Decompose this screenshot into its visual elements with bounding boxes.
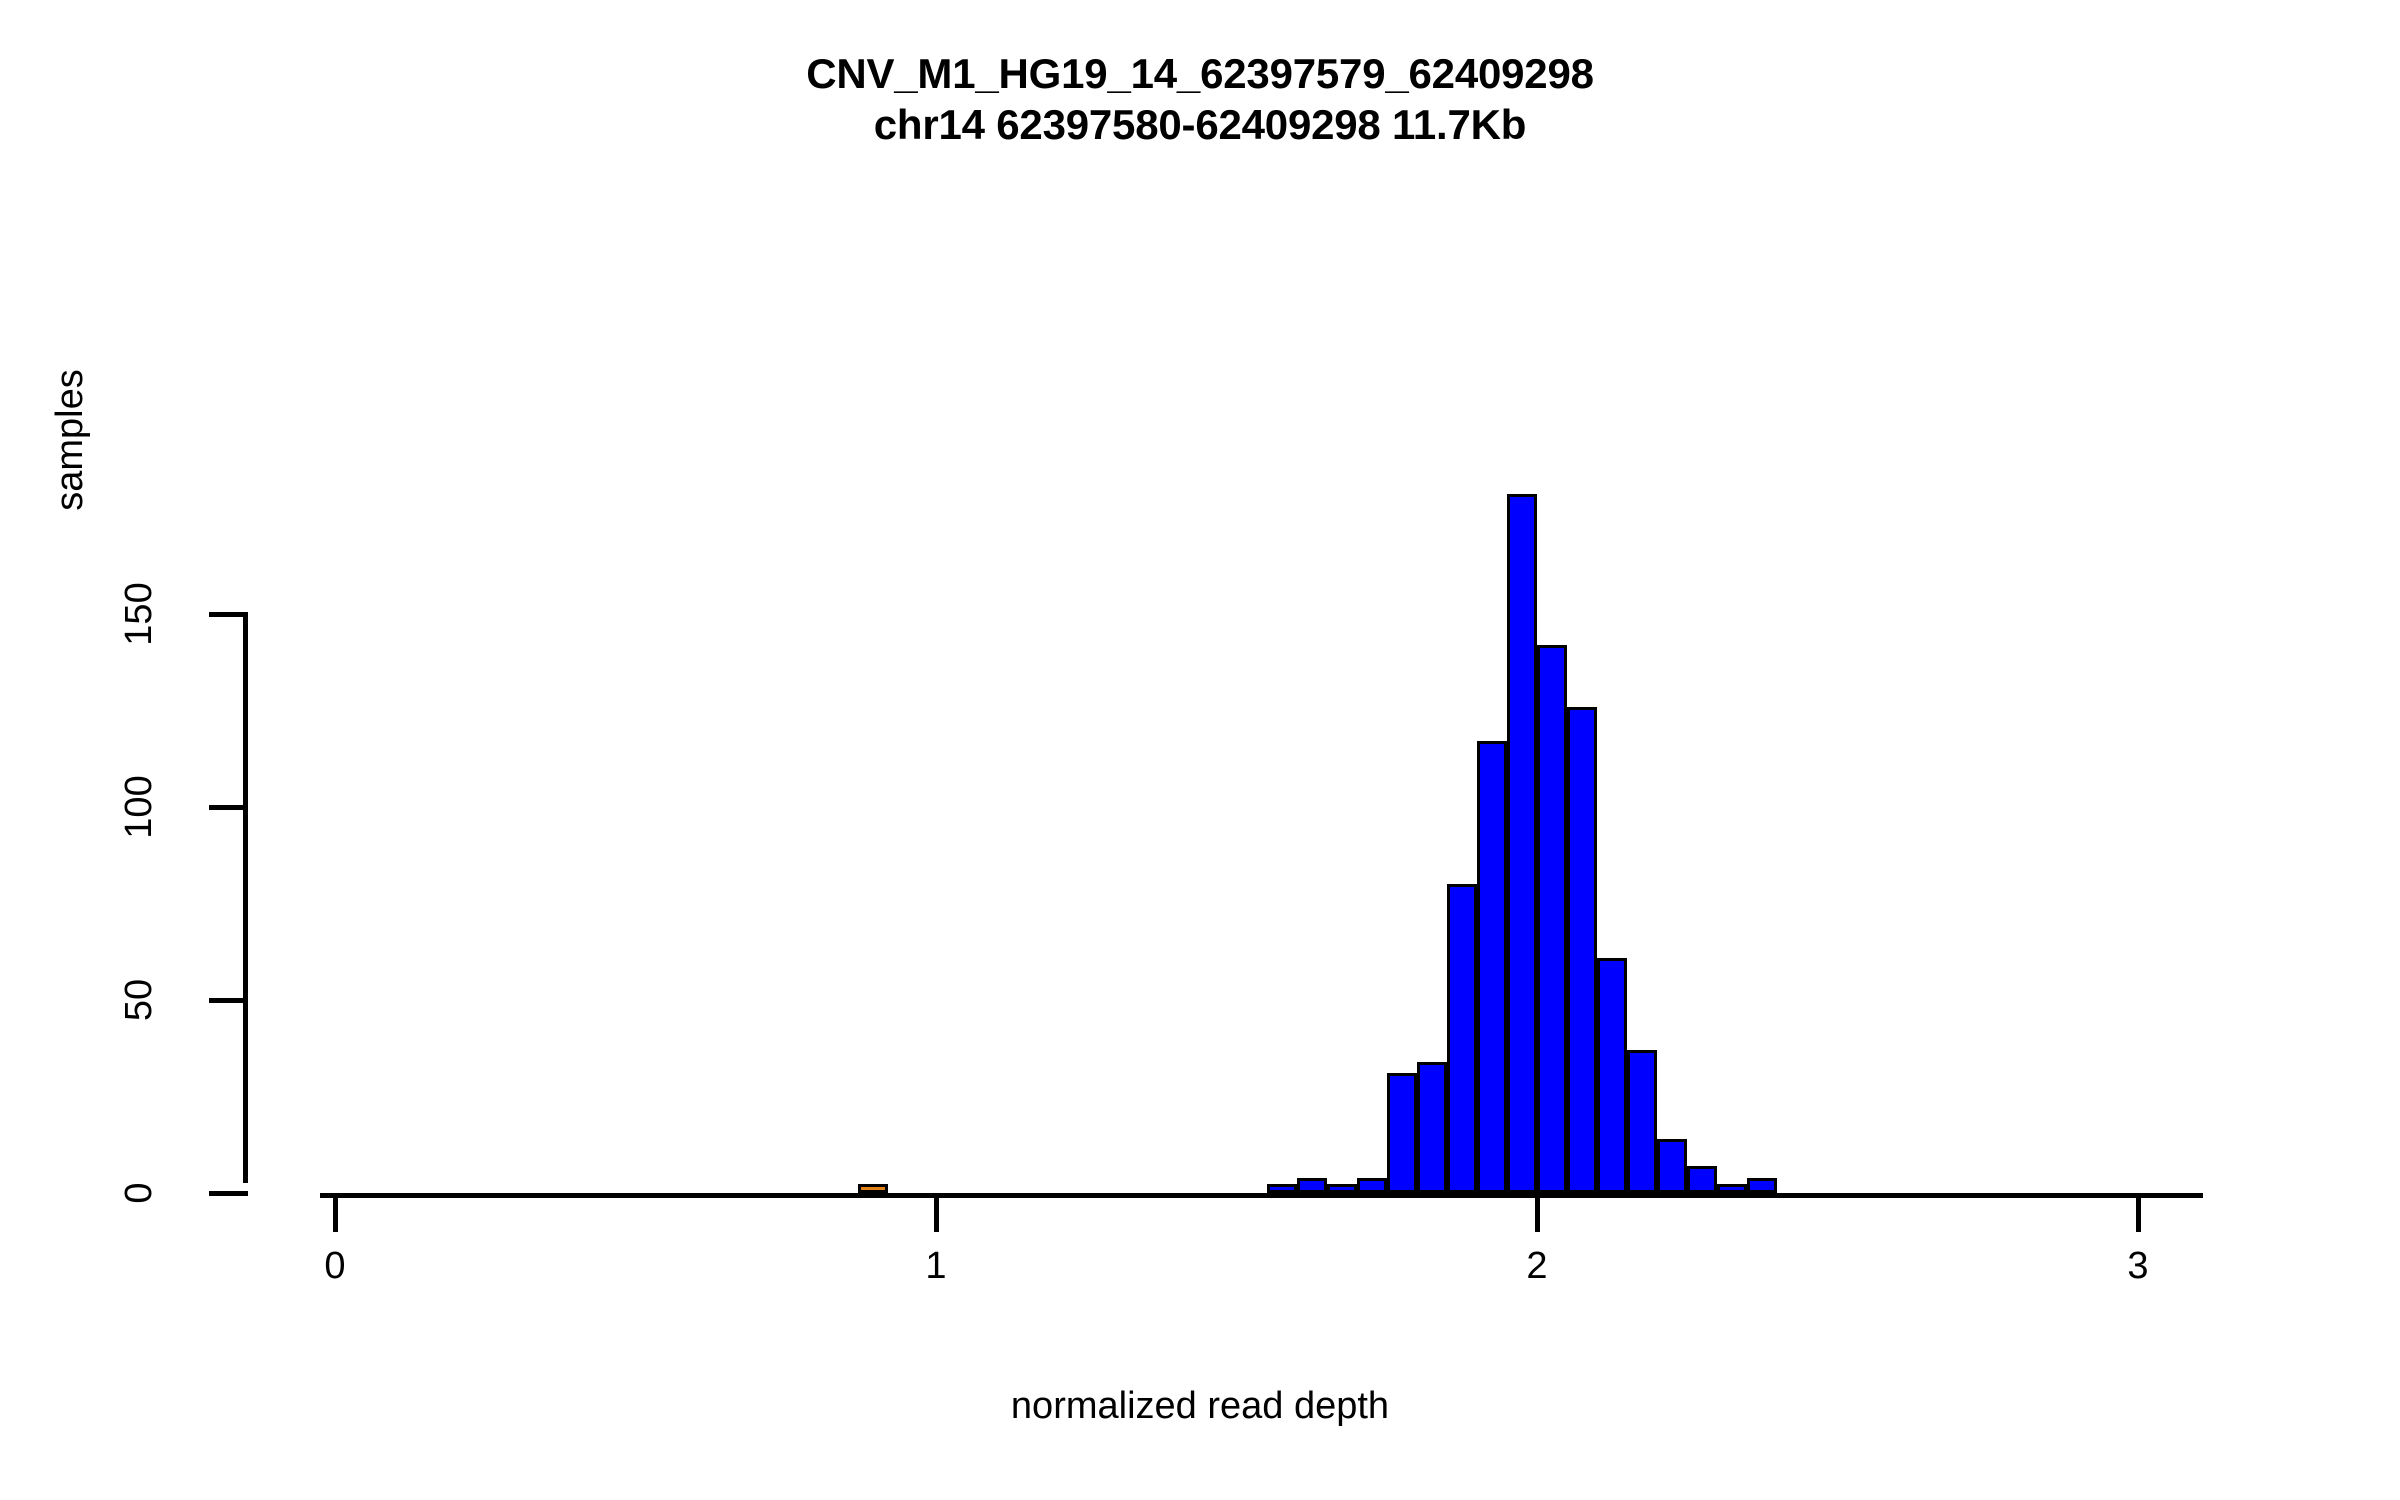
y-tick-label-50: 50: [118, 978, 160, 1022]
chart-title-line-2: chr14 62397580-62409298 11.7Kb: [873, 101, 1527, 149]
y-axis-label: samples: [49, 369, 91, 511]
histogram-bar: [1266, 1184, 1297, 1193]
histogram-bar: [1506, 494, 1537, 1193]
y-axis-line: [243, 614, 248, 1183]
y-tick-label-0: 0: [118, 1182, 160, 1204]
x-tick-2: [1535, 1198, 1540, 1232]
y-tick-label-150: 150: [118, 582, 160, 646]
histogram-bar: [857, 1184, 888, 1193]
chart-title: CNV_M1_HG19_14_62397579_62409298 chr14 6…: [0, 48, 2400, 150]
y-tick-100: [209, 805, 248, 810]
y-tick-150: [209, 612, 248, 617]
y-tick-50: [209, 998, 248, 1003]
x-tick-label-1: 1: [925, 1245, 947, 1287]
histogram-bar: [1356, 1177, 1387, 1193]
x-tick-1: [934, 1198, 939, 1232]
histogram-bar: [1416, 1061, 1447, 1193]
histogram-bar: [1627, 1050, 1658, 1193]
histogram-bar: [1537, 644, 1568, 1193]
histogram-bar: [1296, 1177, 1327, 1193]
histogram-bar: [1567, 706, 1598, 1193]
histogram-bar: [1597, 957, 1628, 1193]
histogram-bar: [1687, 1165, 1718, 1193]
x-tick-label-0: 0: [324, 1245, 346, 1287]
x-tick-0: [333, 1198, 338, 1232]
histogram-bar: [1747, 1177, 1778, 1193]
x-tick-3: [2136, 1198, 2141, 1232]
histogram-bar: [1326, 1184, 1357, 1193]
histogram-bar: [1446, 884, 1477, 1193]
x-tick-label-3: 3: [2127, 1245, 2149, 1287]
histogram-bar: [1717, 1184, 1748, 1193]
y-tick-label-100: 100: [118, 775, 160, 839]
chart-title-line-1: CNV_M1_HG19_14_62397579_62409298: [806, 50, 1594, 97]
y-tick-0: [209, 1191, 248, 1196]
histogram-bar: [1386, 1073, 1417, 1193]
histogram-bar: [1657, 1138, 1688, 1193]
x-tick-label-2: 2: [1526, 1245, 1548, 1287]
histogram-bar: [1476, 741, 1507, 1193]
x-axis-label: normalized read depth: [1010, 1385, 1390, 1427]
x-axis-line: [320, 1193, 2204, 1198]
